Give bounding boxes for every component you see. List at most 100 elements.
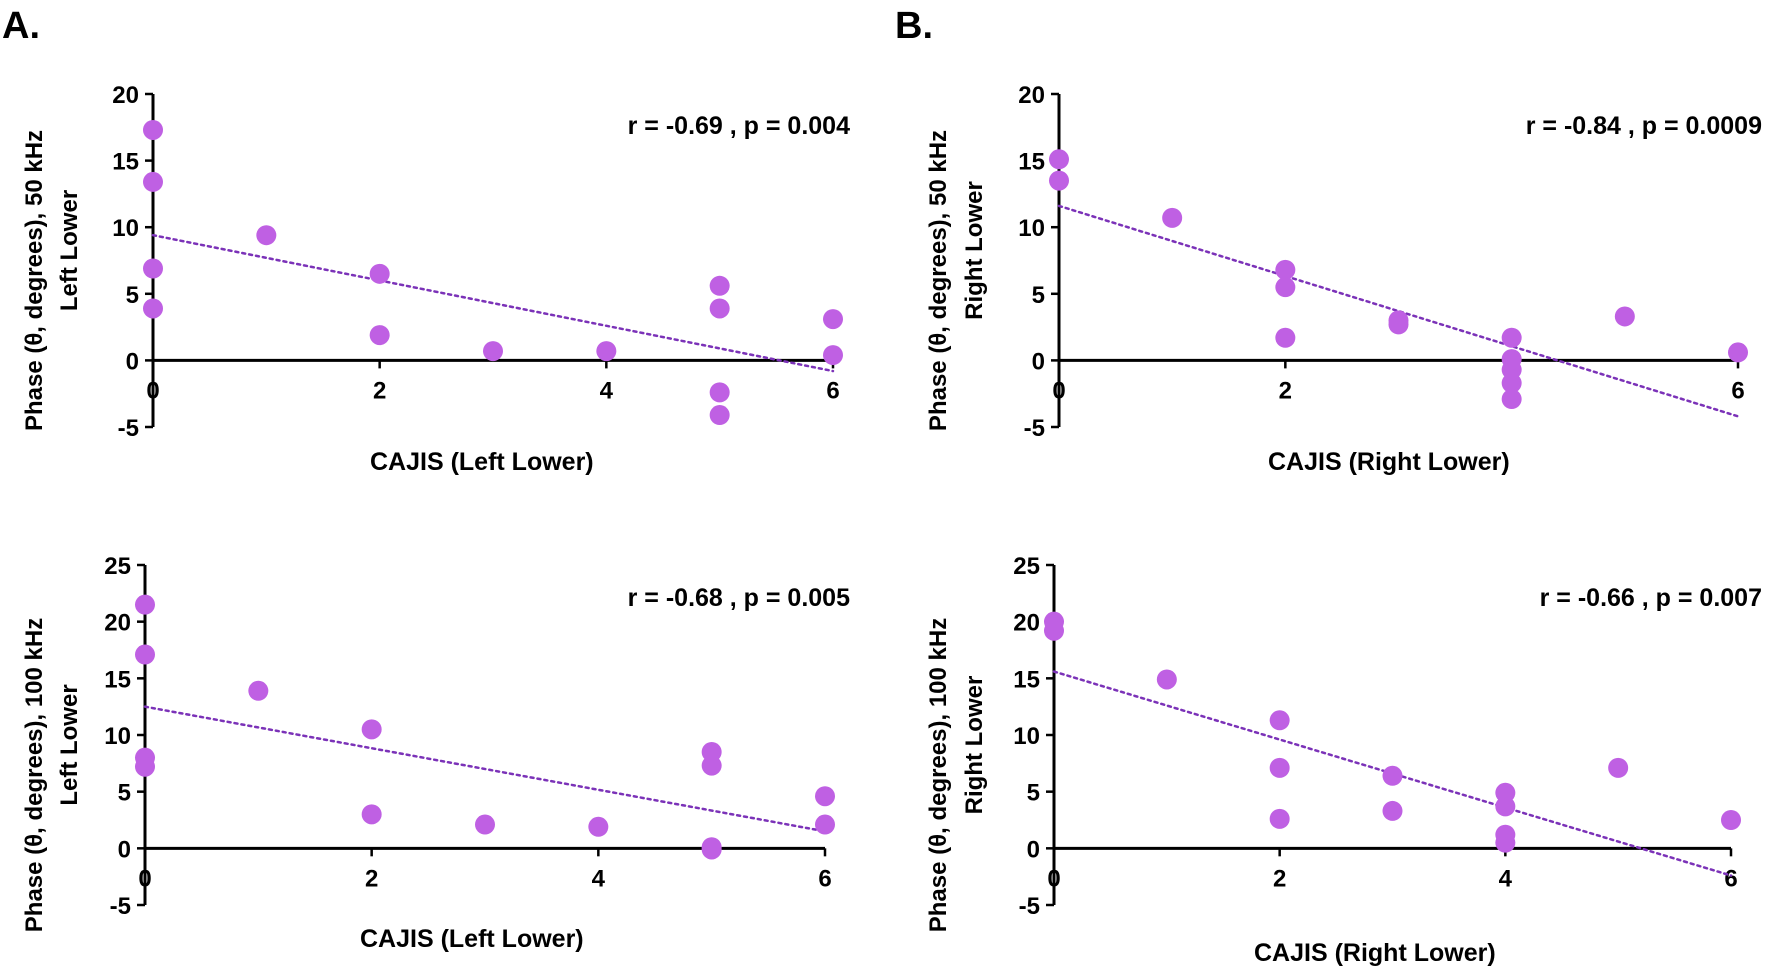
data-point [135, 644, 155, 665]
x-tick-label: 2 [1273, 865, 1286, 892]
y-tick-label: 5 [1032, 282, 1045, 309]
data-point [701, 755, 722, 776]
data-point [1721, 810, 1741, 830]
data-point [1608, 757, 1629, 778]
data-point [709, 298, 730, 319]
x-tick-label: 0 [146, 377, 159, 404]
y-tick-label: 0 [126, 348, 139, 375]
data-point [143, 119, 163, 140]
data-point [248, 680, 269, 701]
y-tick-label: 10 [104, 723, 131, 750]
y-tick-label: 5 [118, 780, 131, 807]
y-tick-label: 20 [1013, 610, 1040, 637]
data-point [483, 341, 503, 362]
panel-label-b: B. [895, 5, 933, 47]
y-tick-label: 20 [104, 610, 131, 637]
data-point [1275, 327, 1296, 348]
data-point [815, 786, 835, 807]
data-point [701, 839, 722, 860]
data-point [361, 719, 382, 740]
data-point [823, 345, 843, 366]
data-point [143, 258, 163, 279]
y-tick-label: 15 [1018, 149, 1045, 176]
trend-line [143, 705, 827, 833]
y-axis-label-line1: Phase (θ, degrees), 50 kHz [925, 130, 952, 431]
data-point [1728, 342, 1748, 363]
x-tick-label: 4 [1499, 865, 1513, 892]
y-tick-label: -5 [1019, 893, 1040, 920]
stats-annotation: r = -0.66 , p = 0.007 [1540, 584, 1762, 612]
data-point [709, 275, 730, 296]
y-tick-label: 15 [104, 666, 131, 693]
chart-b-100khz: -5 0 5 10 15 20 25 0 2 4 6 r = -0.66 , p = 0.007 CAJ… [925, 553, 1762, 967]
y-tick-label: 25 [1013, 553, 1040, 580]
data-point [256, 225, 277, 246]
data-point [1269, 808, 1290, 829]
data-point [1495, 832, 1516, 853]
y-tick-label: 15 [112, 149, 139, 176]
x-tick-label: 2 [365, 865, 378, 892]
x-axis-label: CAJIS (Right Lower) [1254, 939, 1496, 967]
data-point [815, 814, 835, 835]
data-point [1388, 314, 1409, 335]
data-point [361, 804, 382, 825]
data-point [135, 594, 155, 615]
y-tick-label: 15 [1013, 666, 1040, 693]
y-tick-label: 5 [126, 282, 139, 309]
y-tick-label: -5 [118, 415, 139, 442]
data-point [823, 309, 843, 330]
data-point [1501, 389, 1522, 410]
data-point [596, 341, 617, 362]
data-point [475, 814, 495, 835]
x-tick-label: 4 [592, 865, 606, 892]
chart-a-50khz: -5 0 5 10 15 20 0 2 4 6 r = -0.69 , p = 0.004 CAJIS… [21, 82, 850, 476]
data-point [709, 382, 730, 403]
data-point [1269, 757, 1290, 778]
x-tick-label: 6 [818, 865, 831, 892]
y-tick-label: 10 [1013, 723, 1040, 750]
data-point [1049, 170, 1069, 191]
data-point [1382, 765, 1403, 786]
y-axis-label-line1: Phase (θ, degrees), 50 kHz [21, 130, 48, 431]
y-tick-label: 10 [112, 215, 139, 242]
data-point [1275, 259, 1296, 280]
y-tick-label: 0 [1032, 348, 1045, 375]
y-tick-label: 0 [118, 836, 131, 863]
data-point [1614, 306, 1635, 327]
data-point [1382, 800, 1403, 821]
y-axis-label-line2: Right Lower [961, 181, 988, 320]
trend-line [151, 233, 835, 373]
stats-annotation: r = -0.84 , p = 0.0009 [1526, 112, 1762, 140]
y-axis-label-line2: Right Lower [961, 676, 988, 815]
y-tick-label: 25 [104, 553, 131, 580]
x-tick-label: 0 [1052, 377, 1065, 404]
data-point [709, 405, 730, 426]
y-tick-label: -5 [110, 893, 131, 920]
x-tick-label: 0 [138, 865, 151, 892]
data-point [143, 298, 163, 319]
y-tick-label: 10 [1018, 215, 1045, 242]
data-point [135, 756, 155, 777]
y-tick-label: 20 [112, 82, 139, 109]
data-point [1162, 207, 1183, 228]
data-point [1269, 710, 1290, 731]
data-point [1275, 277, 1296, 298]
data-point [1495, 796, 1516, 817]
data-point [1501, 373, 1522, 394]
y-tick-label: -5 [1024, 415, 1045, 442]
x-axis-label: CAJIS (Left Lower) [360, 925, 584, 953]
y-tick-label: 5 [1027, 780, 1040, 807]
y-axis-label-line2: Left Lower [56, 684, 83, 805]
y-tick-label: 20 [1018, 82, 1045, 109]
y-tick-label: 0 [1027, 836, 1040, 863]
x-tick-label: 2 [1279, 377, 1292, 404]
y-axis-label-line2: Left Lower [56, 190, 83, 311]
x-tick-label: 0 [1047, 865, 1060, 892]
data-point [1049, 149, 1069, 170]
y-axis-label-line1: Phase (θ, degrees), 100 kHz [21, 618, 48, 932]
data-point [143, 171, 163, 192]
x-tick-label: 2 [373, 377, 386, 404]
stats-annotation: r = -0.69 , p = 0.004 [628, 112, 850, 140]
